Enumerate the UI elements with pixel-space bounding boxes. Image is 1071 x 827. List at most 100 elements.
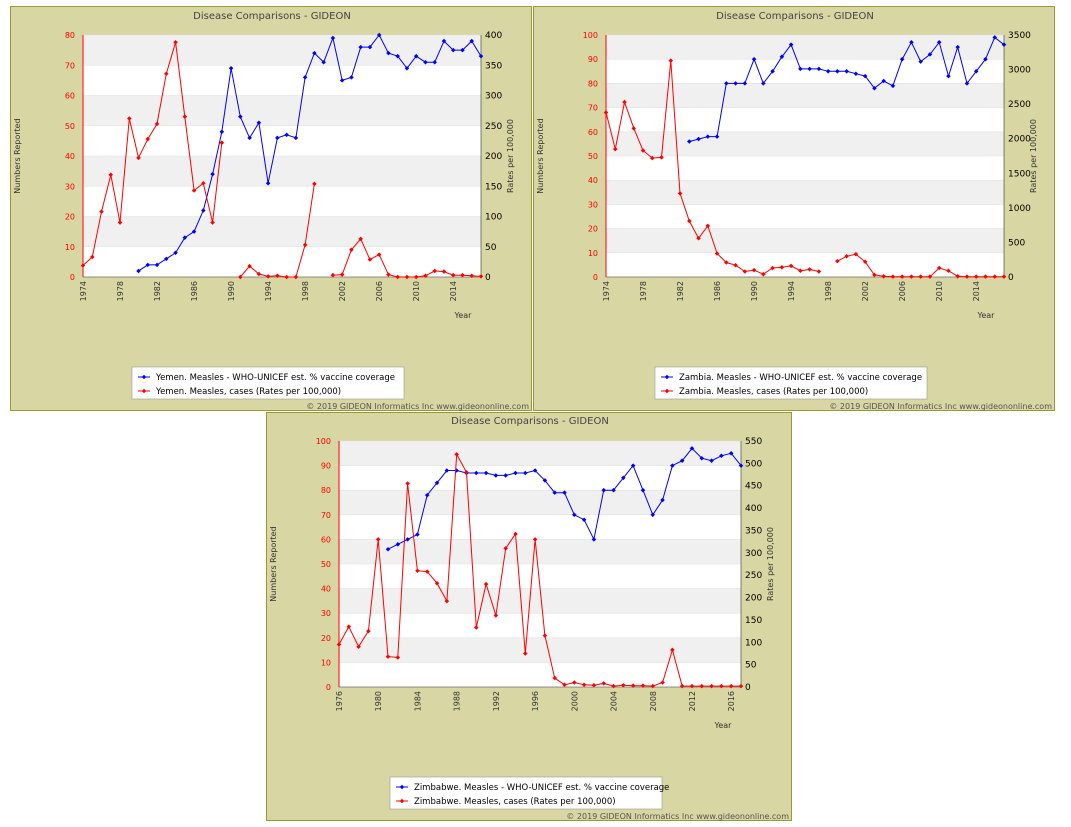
data-point: [936, 265, 942, 271]
data-point: [572, 512, 577, 518]
right-tick-label: 1500: [1008, 169, 1031, 179]
data-point: [136, 155, 141, 161]
data-point: [1001, 274, 1007, 279]
data-point: [603, 110, 609, 115]
data-point: [265, 274, 271, 279]
data-point: [238, 114, 243, 119]
data-point: [728, 451, 734, 456]
chart-panel-zambia: Disease Comparisons - GIDEON 0 10 20 30 40 50 6…: [533, 6, 1055, 411]
data-point: [108, 172, 114, 178]
plot-band: [606, 35, 1004, 60]
data-point: [358, 44, 363, 50]
copyright-text: © 2019 GIDEON Informatics Inc www.gideon…: [829, 402, 1052, 411]
chart-panel-zimbabwe: Disease Comparisons - GIDEON 0 10 20 30 40 50 6…: [266, 412, 792, 821]
data-point: [853, 251, 859, 257]
data-point: [265, 180, 271, 186]
right-tick-label: 400: [745, 504, 762, 514]
left-tick-label: 70: [65, 61, 75, 70]
right-tick-label: 150: [485, 182, 502, 192]
data-point: [650, 512, 656, 518]
plot-band: [339, 490, 741, 515]
data-point: [256, 120, 262, 125]
right-tick-label: 250: [745, 571, 762, 581]
right-tick-label: 0: [1008, 273, 1014, 283]
x-tick-label: 2006: [375, 281, 384, 301]
x-tick-label: 2002: [861, 281, 870, 301]
left-tick-label: 20: [588, 225, 598, 234]
x-tick-label: 1990: [750, 281, 759, 301]
x-tick-label: 2010: [412, 281, 421, 301]
plot-band: [606, 59, 1004, 84]
left-tick-label: 70: [588, 104, 598, 113]
data-point: [173, 39, 178, 45]
plot-band: [606, 83, 1004, 108]
right-tick-label: 1000: [1008, 204, 1031, 214]
data-point: [562, 682, 567, 688]
x-tick-label: 1986: [190, 281, 199, 301]
right-tick-label: 350: [745, 526, 762, 536]
left-tick-label: 0: [593, 273, 598, 282]
legend-box: [654, 366, 928, 400]
data-point: [581, 517, 587, 522]
chart-panel-yemen: Disease Comparisons - GIDEON 0 10 20 30 40 50 6…: [10, 6, 532, 411]
chart-title: Disease Comparisons - GIDEON: [451, 416, 609, 427]
copyright-text: © 2019 GIDEON Informatics Inc www.gideon…: [306, 402, 529, 411]
chart-title: Disease Comparisons - GIDEON: [193, 11, 351, 22]
x-tick-label: 1986: [713, 281, 722, 301]
legend-label: Zambia. Measles - WHO-UNICEF est. % vacc…: [679, 373, 922, 383]
left-tick-label: 30: [588, 200, 598, 209]
data-point: [872, 272, 877, 278]
x-tick-label: 1990: [227, 281, 236, 301]
series-0: [136, 32, 484, 274]
data-point: [469, 273, 475, 279]
data-point: [182, 114, 188, 119]
data-point: [376, 252, 382, 257]
plot-band: [339, 539, 741, 564]
plot-band: [606, 107, 1004, 132]
plot-band: [83, 35, 481, 66]
copyright-text: © 2019 GIDEON Informatics Inc www.gideon…: [566, 812, 789, 821]
plot-band: [339, 662, 741, 687]
data-point: [738, 683, 744, 689]
x-tick-label: 1982: [676, 281, 685, 301]
plot-band: [83, 65, 481, 96]
data-point: [395, 53, 400, 59]
data-point: [503, 546, 508, 551]
left-tick-label: 0: [70, 273, 75, 282]
left-tick-label: 50: [588, 152, 598, 161]
left-tick-label: 50: [321, 560, 331, 569]
plot-band: [339, 465, 741, 491]
x-tick-label: 1994: [787, 281, 796, 301]
data-point: [705, 134, 711, 139]
data-point: [330, 272, 336, 278]
y-axis-label: Numbers Reported: [269, 526, 278, 601]
x-tick-label: 2006: [898, 281, 907, 301]
left-tick-label: 10: [588, 249, 598, 258]
x-tick-label: 1978: [639, 281, 648, 301]
data-point: [650, 683, 656, 689]
data-point: [779, 265, 785, 270]
data-point: [983, 274, 988, 279]
left-tick-label: 100: [316, 437, 331, 446]
legend-label: Yemen. Measles - WHO-UNICEF est. % vacci…: [155, 373, 395, 383]
data-point: [424, 569, 430, 574]
data-point: [404, 274, 410, 280]
data-point: [964, 274, 970, 279]
data-point: [714, 251, 720, 256]
data-point: [964, 81, 970, 86]
data-point: [660, 497, 665, 503]
right-tick-label: 0: [485, 273, 491, 283]
data-point: [973, 274, 979, 279]
plot-band: [606, 180, 1004, 205]
data-point: [890, 274, 896, 279]
left-tick-label: 90: [321, 462, 331, 471]
data-point: [562, 490, 567, 495]
data-point: [630, 683, 636, 688]
data-point: [816, 269, 822, 274]
data-point: [358, 236, 363, 242]
data-point: [164, 71, 169, 76]
plot-band: [606, 156, 1004, 181]
data-point: [136, 268, 141, 274]
y2-axis-label: Rates per 100,000: [1029, 119, 1038, 193]
data-point: [423, 273, 428, 279]
